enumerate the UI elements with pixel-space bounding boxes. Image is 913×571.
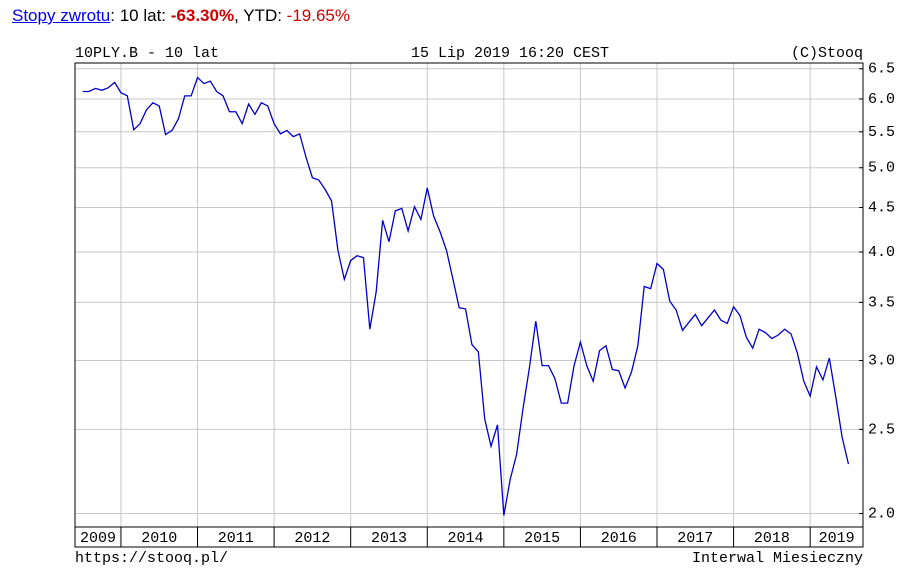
plot-frame xyxy=(74,62,864,528)
period-value: -63.30% xyxy=(170,6,235,25)
y-tick-label: 4.0 xyxy=(868,244,895,261)
line xyxy=(82,76,850,516)
y-tick-label: 2.5 xyxy=(868,421,895,438)
x-tick-label: 2009 xyxy=(80,530,116,547)
ytd-value: -19.65% xyxy=(286,6,350,25)
x-tick-label: 2016 xyxy=(601,530,637,547)
y-tick-label: 6.5 xyxy=(868,61,895,78)
chart-title: 10PLY.B - 10 lat xyxy=(75,45,219,62)
x-tick-label: 2012 xyxy=(294,530,330,547)
returns-bar: Stopy zwrotu: 10 lat: -63.30%, YTD: -19.… xyxy=(12,6,350,26)
y-tick-label: 5.0 xyxy=(868,160,895,177)
x-tick-label: 2013 xyxy=(371,530,407,547)
x-tick-label: 2014 xyxy=(448,530,484,547)
y-tick-label: 5.5 xyxy=(868,124,895,141)
ytd-label: , YTD: xyxy=(234,6,287,25)
period-label: : 10 lat: xyxy=(110,6,171,25)
returns-link[interactable]: Stopy zwrotu xyxy=(12,6,111,25)
x-tick-label: 2018 xyxy=(754,530,790,547)
x-tick-label: 2019 xyxy=(819,530,855,547)
x-axis-frame xyxy=(74,526,864,548)
chart-date: 15 Lip 2019 16:20 CEST xyxy=(411,45,609,62)
y-tick-label: 4.5 xyxy=(868,200,895,217)
y-tick-label: 3.5 xyxy=(868,294,895,311)
y-tick-label: 3.0 xyxy=(868,353,895,370)
footer-url: https://stooq.pl/ xyxy=(75,550,228,567)
y-tick-label: 6.0 xyxy=(868,91,895,108)
x-tick-label: 2010 xyxy=(141,530,177,547)
chart-source: (C)Stooq xyxy=(791,45,863,62)
y-tick-label: 2.0 xyxy=(868,506,895,523)
x-tick-label: 2015 xyxy=(524,530,560,547)
x-tick-label: 2017 xyxy=(677,530,713,547)
x-tick-label: 2011 xyxy=(218,530,254,547)
footer-interval: Interwal Miesieczny xyxy=(692,550,863,567)
